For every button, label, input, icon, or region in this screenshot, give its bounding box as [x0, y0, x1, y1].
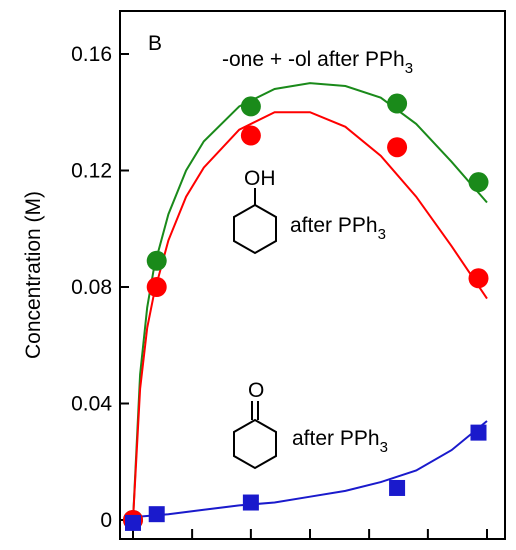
data-point-circle: [387, 93, 408, 114]
cyclohexanone-structure-icon: O: [233, 379, 277, 470]
data-point-square: [242, 494, 259, 511]
ketone-series-label: after PPh3: [292, 427, 388, 456]
data-markers: [123, 93, 489, 531]
y-tick-label: 0: [100, 509, 112, 532]
fit-curve-series-2: [132, 420, 488, 519]
fit-curve-series-1: [132, 111, 488, 521]
y-tick-label: 0.16: [71, 43, 112, 66]
data-point-square: [148, 506, 165, 523]
legend-one-ol-label: -one + -ol after PPh3: [222, 48, 413, 77]
x-axis-ticks: [132, 529, 488, 539]
plot-frame: [119, 10, 506, 540]
data-point-square: [125, 514, 141, 531]
data-point-circle: [468, 172, 489, 193]
data-point-circle: [468, 268, 489, 289]
o-group-label: O: [248, 379, 264, 402]
fit-curves: [132, 82, 488, 521]
y-axis-label: Concentration (M): [22, 191, 45, 359]
data-point-circle: [240, 125, 261, 146]
data-point-square: [470, 424, 487, 441]
fit-curve-series-0: [132, 82, 488, 521]
y-tick-label: 0.08: [71, 276, 112, 299]
cyclohexanol-structure-icon: OH: [233, 167, 277, 255]
data-point-circle: [146, 250, 167, 271]
oh-group-label: OH: [244, 167, 276, 190]
data-point-circle: [146, 277, 167, 297]
panel-label: B: [148, 32, 162, 55]
y-axis-ticks: 0 0.04 0.08 0.12 0.16: [71, 43, 129, 532]
y-tick-label: 0.04: [71, 393, 112, 416]
data-point-circle: [387, 137, 408, 158]
alcohol-series-label: after PPh3: [290, 214, 386, 243]
data-point-square: [389, 479, 406, 496]
data-point-circle: [240, 96, 261, 117]
y-tick-label: 0.12: [71, 160, 112, 183]
